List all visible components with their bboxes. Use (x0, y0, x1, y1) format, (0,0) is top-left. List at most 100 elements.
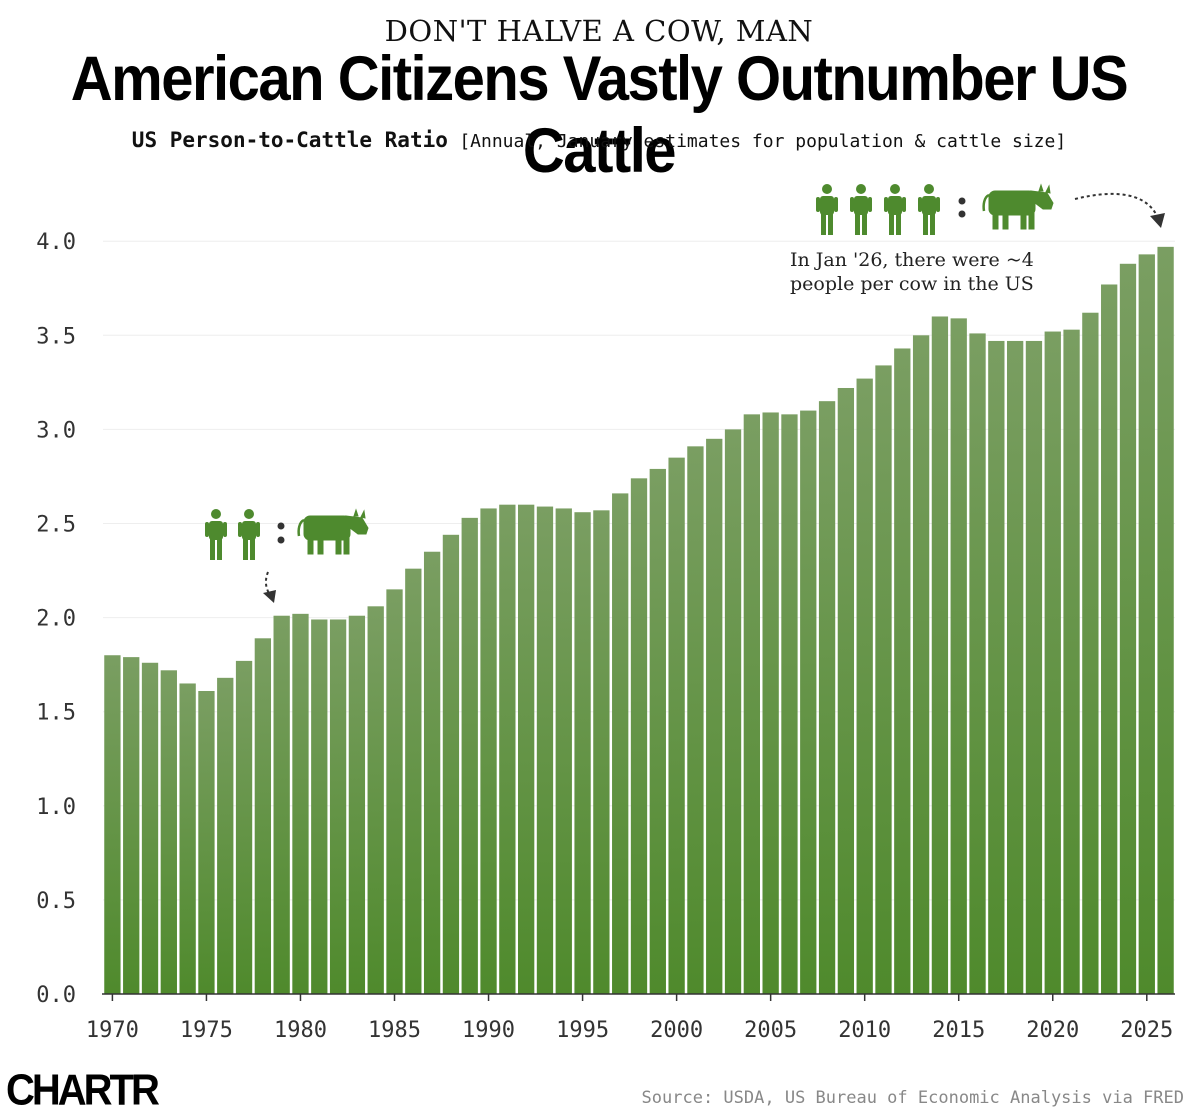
chart-subtitle: US Person-to-Cattle Ratio [Annual, Janua… (0, 128, 1198, 152)
bar-2003 (724, 429, 742, 994)
subtitle-main: US Person-to-Cattle Ratio (131, 128, 448, 152)
x-tick-label: 1985 (368, 1018, 421, 1043)
bar-1996 (593, 510, 610, 994)
bar-1983 (348, 615, 366, 994)
bar-1982 (329, 619, 347, 994)
y-tick-label: 1.0 (36, 795, 76, 820)
bar-2016 (969, 333, 986, 995)
x-tick-label: 2025 (1120, 1018, 1173, 1043)
arrowhead-icon (1150, 213, 1165, 228)
bar-2011 (875, 365, 892, 994)
bar-2021 (1063, 329, 1080, 994)
person-icon (884, 184, 906, 235)
bar-1990 (480, 508, 497, 994)
ratio-colon-icon (958, 210, 966, 218)
x-tick-label: 2010 (838, 1018, 891, 1043)
y-tick-label: 2.5 (36, 513, 76, 538)
bar-1979 (273, 615, 290, 994)
person-icon (850, 184, 872, 235)
y-tick-label: 0.0 (36, 983, 76, 1008)
person-icon (918, 184, 940, 235)
bar-1970 (104, 655, 121, 994)
chart-kicker: DON'T HALVE A COW, MAN (384, 14, 814, 48)
bar-1974 (179, 683, 196, 994)
bar-2018 (1006, 340, 1024, 994)
bar-2008 (818, 401, 836, 994)
y-tick-label: 3.0 (36, 418, 76, 443)
bar-2013 (912, 335, 930, 994)
bar-1999 (649, 468, 666, 994)
bar-2012 (894, 348, 911, 994)
bar-2025 (1138, 254, 1155, 994)
annotation-line-1: In Jan '26, there were ~4 (790, 249, 1034, 271)
x-tick-label: 1975 (180, 1018, 233, 1043)
bar-2014 (931, 316, 949, 995)
ratio-colon-icon (277, 536, 285, 544)
bar-1976 (217, 677, 234, 994)
bar-2022 (1082, 312, 1099, 994)
bar-1993 (536, 506, 554, 994)
y-tick-label: 4.0 (36, 230, 76, 255)
arrow-2026-icon (1074, 192, 1159, 219)
bar-1991 (499, 504, 516, 994)
source-note: Source: USDA, US Bureau of Economic Anal… (641, 1088, 1184, 1108)
cow-icon (982, 183, 1055, 231)
x-tick-label: 1990 (462, 1018, 515, 1043)
people-cow-icon-4to1 (816, 183, 1055, 235)
bar-2019 (1025, 340, 1043, 994)
bar-2020 (1044, 331, 1061, 994)
bar-1984 (367, 606, 384, 994)
person-icon (816, 184, 838, 235)
bar-1987 (423, 551, 441, 994)
bar-1989 (461, 517, 478, 994)
bar-1988 (442, 534, 460, 994)
people-cow-icon-2to1 (205, 508, 370, 560)
bar-2002 (706, 438, 723, 994)
bar-2000 (668, 457, 685, 994)
cow-icon (297, 508, 370, 556)
bar-2023 (1101, 284, 1118, 995)
x-tick-label: 2005 (744, 1018, 797, 1043)
y-tick-label: 1.5 (36, 701, 76, 726)
bar-1978 (254, 638, 272, 994)
bar-1973 (160, 670, 177, 994)
bar-1986 (405, 568, 422, 994)
bar-1995 (574, 512, 591, 994)
bar-2007 (800, 410, 817, 995)
bar-1994 (555, 508, 572, 994)
bar-2009 (837, 387, 855, 995)
bar-1975 (198, 690, 215, 994)
bar-2001 (687, 446, 704, 994)
bar-2026 (1157, 246, 1174, 994)
y-tick-label: 0.5 (36, 889, 76, 914)
bar-2004 (743, 414, 760, 994)
x-tick-label: 2015 (932, 1018, 985, 1043)
bar-1997 (612, 493, 629, 994)
axes: 0.0 0.5 1.0 1.5 2.0 2.5 3.0 3.5 4.0 1970 1975 1980 1… (36, 230, 1175, 1043)
bar-1998 (630, 478, 648, 994)
x-tick-label: 1970 (86, 1018, 139, 1043)
latest-annotation: In Jan '26, there were ~4 people per cow… (790, 248, 1034, 296)
bar-1971 (123, 657, 140, 994)
x-tick-label: 1995 (556, 1018, 609, 1043)
y-tick-label: 3.5 (36, 324, 76, 349)
bar-2024 (1119, 263, 1137, 994)
x-tick-label: 2000 (650, 1018, 703, 1043)
bar-2017 (988, 340, 1005, 994)
x-tick-label: 2020 (1026, 1018, 1079, 1043)
bar-2015 (950, 318, 967, 994)
x-tick-label: 1980 (274, 1018, 327, 1043)
bar-2005 (762, 412, 779, 994)
arrowhead-icon (263, 590, 276, 603)
chartr-logo: CHARTR (6, 1065, 160, 1115)
bars (104, 246, 1174, 995)
chart-title: American Citizens Vastly Outnumber US Ca… (70, 43, 1129, 187)
y-tick-label: 2.0 (36, 607, 76, 632)
bar-1981 (311, 619, 328, 994)
subtitle-note: [Annual, January estimates for populatio… (459, 131, 1067, 152)
bar-2006 (781, 414, 798, 994)
ratio-colon-icon (958, 197, 966, 205)
bar-2010 (856, 378, 873, 994)
ratio-colon-icon (277, 522, 285, 530)
